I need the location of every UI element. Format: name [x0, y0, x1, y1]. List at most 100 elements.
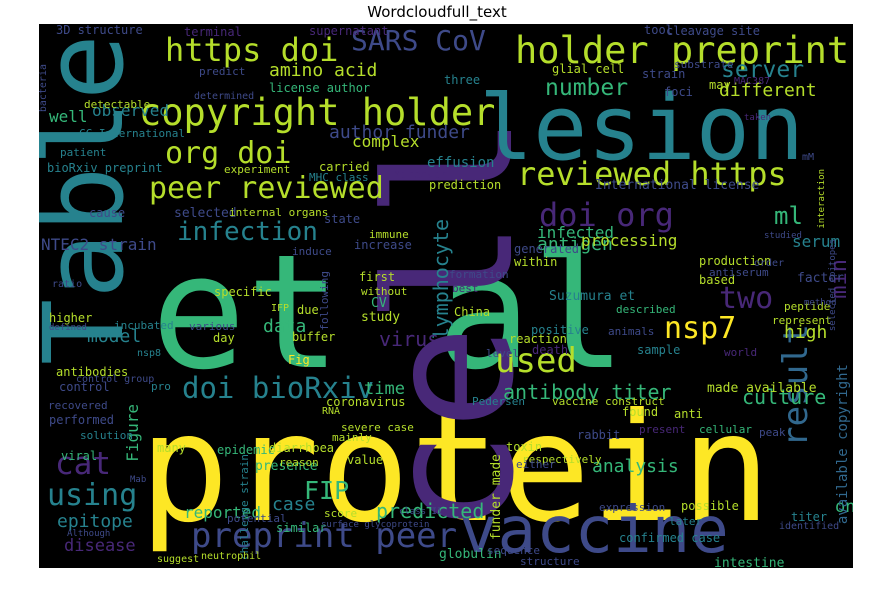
- word-data: data: [263, 316, 307, 337]
- word-cellular: cellular: [699, 423, 752, 436]
- word-may: may: [709, 78, 731, 92]
- word-lymphocyte: lymphocyte: [429, 219, 453, 340]
- word-amino-acid: amino acid: [269, 60, 378, 81]
- word-fip: FIP: [304, 476, 350, 505]
- word-rna: RNA: [322, 406, 341, 417]
- word-represent: represent: [772, 314, 832, 327]
- word-reviewed-https: reviewed https: [517, 155, 787, 193]
- word-confirmed-case: confirmed case: [619, 531, 721, 545]
- word-interaction: interaction: [817, 169, 827, 229]
- word-used: used: [495, 341, 577, 381]
- word-based: based: [699, 273, 736, 287]
- word-similar: similar: [276, 521, 327, 535]
- word-study: study: [361, 310, 401, 325]
- word-server: server: [721, 57, 805, 83]
- word-two: two: [719, 281, 774, 316]
- word-increase: increase: [354, 238, 412, 252]
- word-death: death: [532, 343, 569, 357]
- word-day: day: [213, 331, 235, 345]
- word-rabbit: rabbit: [577, 428, 621, 442]
- word-three: three: [444, 73, 481, 87]
- word-identified: identified: [779, 521, 840, 532]
- word-control: control: [59, 380, 110, 394]
- word-selected-epitopes: selected epitopes: [828, 239, 838, 332]
- word-state: state: [324, 212, 361, 226]
- word-nsp7: nsp7: [664, 311, 737, 346]
- word-suggest: suggest: [157, 554, 200, 565]
- word-ntec2-strain: NTEC2 strain: [41, 235, 157, 254]
- word-although: Although: [67, 529, 111, 539]
- word-et-al: et al: [151, 221, 627, 405]
- word-author-funder: author funder: [329, 122, 470, 143]
- word-serum: serum: [792, 232, 841, 251]
- word-later: later: [669, 515, 703, 528]
- word-animals: animals: [608, 325, 655, 338]
- word-made-available: made available: [707, 381, 817, 396]
- word-using: using: [47, 478, 138, 513]
- word-case: case: [272, 494, 316, 515]
- word-structure: structure: [520, 555, 580, 568]
- word-doi-biorxiv: doi bioRxiv: [182, 371, 375, 405]
- word-described: described: [616, 303, 676, 316]
- word-observed: observed: [92, 101, 170, 120]
- word-vaccine: vaccine: [459, 494, 729, 568]
- word-generated: generated: [514, 242, 580, 256]
- word-surface-glycoprotein: surface glycoprotein: [321, 520, 430, 530]
- word-following: following: [318, 271, 331, 331]
- word-epidemic: epidemic: [217, 443, 275, 457]
- word-antiserum: antiserum: [709, 266, 769, 279]
- word-viral: viral: [61, 449, 98, 463]
- word-processing: processing: [581, 231, 678, 250]
- word-vaccine-construct: vaccine construct: [552, 395, 665, 408]
- word-potential: potential: [227, 512, 287, 525]
- word-buffer: buffer: [292, 330, 336, 344]
- word-culture: culture: [742, 385, 827, 409]
- word-immune: immune: [369, 228, 409, 241]
- word-studied: studied: [764, 231, 802, 241]
- word-lesion: lesion: [479, 76, 805, 181]
- word-preprint-peer: preprint peer: [191, 516, 458, 556]
- word-substrate: substrate: [674, 58, 734, 71]
- word-ml: ml: [774, 202, 803, 230]
- word-international-license: International license: [595, 178, 760, 193]
- word-sars-cov: SARS CoV: [351, 24, 486, 57]
- word-without: without: [361, 285, 408, 298]
- word-anti: anti: [674, 407, 703, 421]
- word-foci: foci: [664, 85, 693, 99]
- word-expression: expression: [599, 501, 666, 514]
- word-mac387: MAC387: [734, 76, 771, 87]
- word-cat: cat: [55, 446, 111, 482]
- word-antibodies: antibodies: [56, 365, 129, 379]
- word-within: within: [514, 255, 558, 269]
- word-determined: determined: [194, 91, 255, 102]
- word-tool: tool: [644, 24, 673, 37]
- word-level: level: [486, 347, 520, 360]
- word-taken: taken: [744, 113, 772, 123]
- word-antigen: antigen: [537, 234, 613, 255]
- word-challenge-strain: challenge strain: [238, 454, 251, 560]
- word-cause: cause: [89, 206, 126, 220]
- word-first: first: [359, 270, 396, 284]
- word-predict: predict: [199, 65, 246, 78]
- word-suzumura-et: Suzumura et: [549, 289, 636, 304]
- word-due: due: [297, 303, 319, 317]
- word-method: method: [804, 298, 837, 308]
- word-incubated: incubated: [114, 319, 174, 332]
- word-defined: defined: [49, 323, 87, 333]
- word-cloud: et al protein cell Table lesion vaccine copyri…: [39, 24, 853, 568]
- word-nsp8: nsp8: [137, 348, 162, 359]
- word-3d-structure: 3D structure: [56, 24, 143, 37]
- word-selected: selected: [174, 206, 237, 221]
- word-present: present: [639, 423, 686, 436]
- word-infection: infection: [177, 217, 318, 247]
- word-glial-cell: glial cell: [552, 62, 625, 76]
- word-peer-reviewed: peer reviewed: [149, 171, 384, 206]
- word-biorxiv-preprint: bioRxiv preprint: [47, 161, 163, 175]
- word-peak: peak: [759, 426, 786, 439]
- word-antibody-titer: antibody titer: [503, 380, 672, 404]
- word-respectively: respectively: [522, 453, 602, 466]
- word-reported: reported: [184, 503, 262, 522]
- word-cv: CV: [371, 296, 387, 311]
- word-intestine: intestine: [714, 556, 785, 568]
- word-epitope: epitope: [57, 511, 133, 532]
